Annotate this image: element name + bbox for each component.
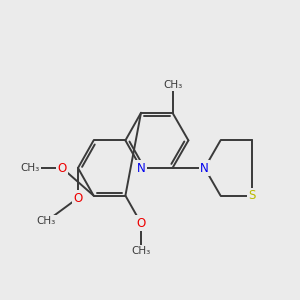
Text: O: O bbox=[74, 191, 82, 205]
Text: N: N bbox=[136, 161, 146, 175]
Text: O: O bbox=[136, 217, 146, 230]
Text: CH₃: CH₃ bbox=[163, 80, 182, 90]
Text: CH₃: CH₃ bbox=[20, 163, 40, 173]
Text: CH₃: CH₃ bbox=[37, 216, 56, 226]
Text: CH₃: CH₃ bbox=[131, 246, 151, 256]
Text: S: S bbox=[248, 189, 256, 202]
Text: N: N bbox=[200, 161, 209, 175]
Text: O: O bbox=[58, 161, 67, 175]
